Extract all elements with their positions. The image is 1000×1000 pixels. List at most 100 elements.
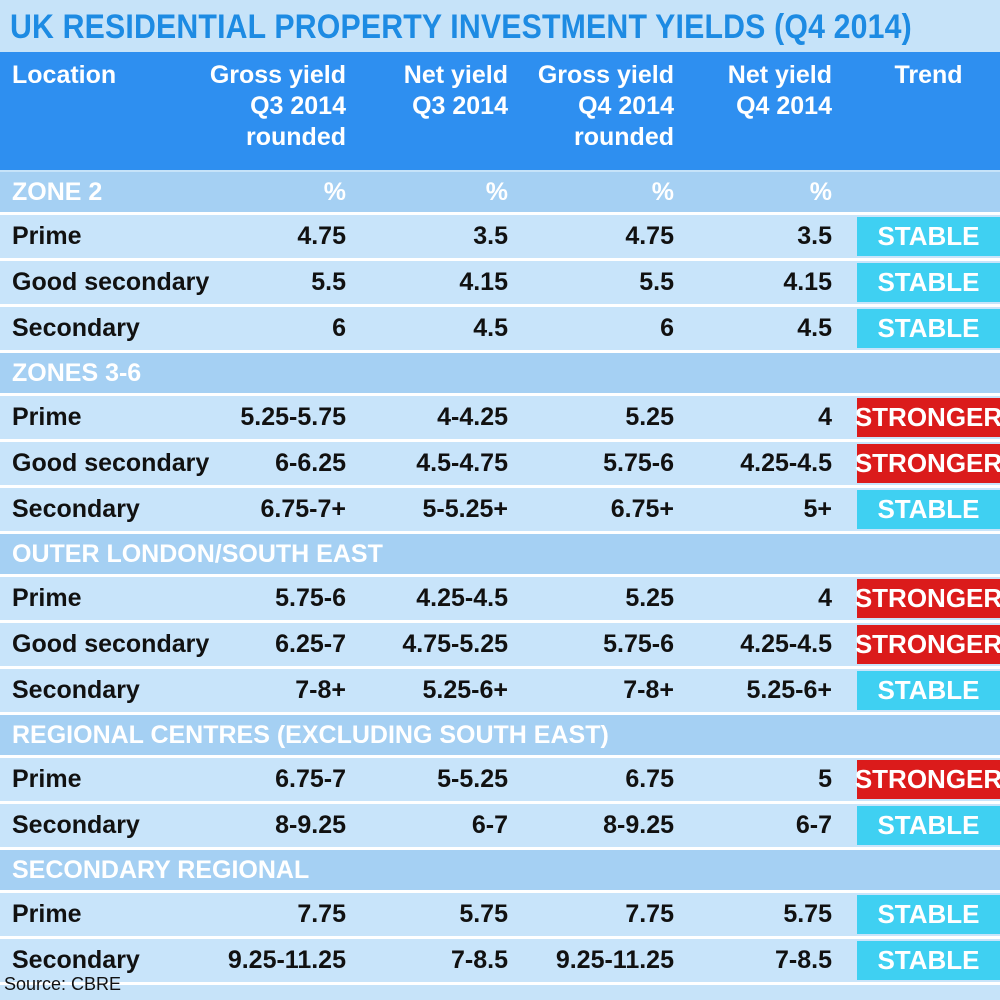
value-cell: 4 xyxy=(818,403,832,431)
value-cell: 5.75 xyxy=(783,900,832,928)
value-cell: 7.75 xyxy=(297,900,346,928)
value-cell: 4.75-5.25 xyxy=(402,630,508,658)
table-row: Secondary 9.25-11.25 7-8.5 9.25-11.25 7-8.5 S… xyxy=(0,939,1000,982)
value-cell: 6-6.25 xyxy=(275,449,346,477)
row-divider xyxy=(0,620,1000,623)
value-cell: 5.25 xyxy=(625,584,674,612)
chart-title: UK RESIDENTIAL PROPERTY INVESTMENT YIELD… xyxy=(10,8,912,46)
column-header-line: Gross yield xyxy=(537,61,674,89)
value-cell: 5-5.25 xyxy=(437,765,508,793)
value-cell: 3.5 xyxy=(797,222,832,250)
column-header-line: Q3 2014 xyxy=(250,92,346,120)
location-cell: Secondary xyxy=(12,811,140,839)
column-header-line: Gross yield xyxy=(209,61,346,89)
row-divider xyxy=(0,801,1000,804)
row-divider xyxy=(0,666,1000,669)
section-header: SECONDARY REGIONAL xyxy=(0,850,1000,890)
location-cell: Good secondary xyxy=(12,630,210,658)
value-cell: 6-7 xyxy=(795,811,832,839)
column-header-line: Q4 2014 xyxy=(578,92,674,120)
column-header-line: Net yield xyxy=(403,61,508,89)
location-cell: Secondary xyxy=(12,946,140,974)
value-cell: 6.75 xyxy=(625,765,674,793)
row-divider xyxy=(0,258,1000,261)
value-cell: 5.5 xyxy=(311,268,346,296)
value-cell: 6.75-7 xyxy=(275,765,346,793)
value-cell: 4.25-4.5 xyxy=(416,584,508,612)
trend-badge: STABLE xyxy=(857,895,1000,934)
value-cell: 4 xyxy=(818,584,832,612)
column-header-line: Trend xyxy=(894,61,963,89)
section-header: OUTER LONDON/SOUTH EAST xyxy=(0,534,1000,574)
value-cell: 4.15 xyxy=(459,268,508,296)
row-divider xyxy=(0,212,1000,215)
column-header-location: Location xyxy=(12,60,116,91)
trend-badge: STABLE xyxy=(857,671,1000,710)
column-header-gross-q4: Gross yield Q4 2014 rounded xyxy=(538,60,674,153)
column-header-line: rounded xyxy=(574,123,674,151)
unit-label: % xyxy=(651,177,674,206)
trend-badge: STABLE xyxy=(857,309,1000,348)
value-cell: 5.25-6+ xyxy=(422,676,509,704)
unit-label: % xyxy=(809,177,832,206)
value-cell: 7.75 xyxy=(625,900,674,928)
value-cell: 4.25-4.5 xyxy=(740,630,832,658)
unit-label: % xyxy=(485,177,508,206)
table-row: Prime 5.75-6 4.25-4.5 5.25 4 STRONGER xyxy=(0,577,1000,620)
table-row: Prime 4.75 3.5 4.75 3.5 STABLE xyxy=(0,215,1000,258)
trend-badge: STRONGER xyxy=(855,579,1000,618)
value-cell: 6.25-7 xyxy=(275,630,346,658)
table-row: Prime 5.25-5.75 4-4.25 5.25 4 STRONGER xyxy=(0,396,1000,439)
trend-badge: STABLE xyxy=(857,490,1000,529)
trend-badge: STRONGER xyxy=(855,625,1000,664)
trend-badge: STABLE xyxy=(857,263,1000,302)
value-cell: 5-5.25+ xyxy=(422,495,509,523)
trend-badge: STABLE xyxy=(857,806,1000,845)
section-divider xyxy=(0,982,1000,985)
table-row: Good secondary 6.25-7 4.75-5.25 5.75-6 4.25-… xyxy=(0,623,1000,666)
value-cell: 5.75-6 xyxy=(603,630,674,658)
section-label: ZONE 2 xyxy=(12,177,103,206)
column-header-trend: Trend xyxy=(857,60,1000,91)
section-label: ZONES 3-6 xyxy=(12,358,142,387)
value-cell: 8-9.25 xyxy=(603,811,674,839)
value-cell: 4.75 xyxy=(625,222,674,250)
location-cell: Prime xyxy=(12,765,82,793)
value-cell: 4.5-4.75 xyxy=(416,449,508,477)
trend-badge: STABLE xyxy=(857,217,1000,256)
table-row: Prime 6.75-7 5-5.25 6.75 5 STRONGER xyxy=(0,758,1000,801)
value-cell: 5.75-6 xyxy=(603,449,674,477)
section-label: REGIONAL CENTRES (EXCLUDING SOUTH EAST) xyxy=(12,720,609,749)
value-cell: 5.25-6+ xyxy=(746,676,833,704)
value-cell: 4.75 xyxy=(297,222,346,250)
location-cell: Secondary xyxy=(12,314,140,342)
value-cell: 6 xyxy=(332,314,346,342)
section-divider xyxy=(0,712,1000,715)
table-row: Good secondary 6-6.25 4.5-4.75 5.75-6 4.25-4… xyxy=(0,442,1000,485)
value-cell: 5+ xyxy=(803,495,832,523)
column-header-net-q3: Net yield Q3 2014 xyxy=(404,60,508,122)
value-cell: 4.5 xyxy=(797,314,832,342)
value-cell: 7-8+ xyxy=(623,676,674,704)
row-divider xyxy=(0,755,1000,758)
location-cell: Secondary xyxy=(12,676,140,704)
column-header-line: Q3 2014 xyxy=(412,92,508,120)
table-header: Location Gross yield Q3 2014 rounded Net… xyxy=(0,52,1000,170)
section-divider xyxy=(0,531,1000,534)
value-cell: 4.15 xyxy=(783,268,832,296)
trend-badge: STRONGER xyxy=(855,760,1000,799)
trend-badge: STABLE xyxy=(857,941,1000,980)
column-header-line: Q4 2014 xyxy=(736,92,832,120)
source-note: Source: CBRE xyxy=(4,974,122,994)
value-cell: 6 xyxy=(660,314,674,342)
row-divider xyxy=(0,304,1000,307)
section-divider xyxy=(0,847,1000,850)
table-row: Secondary 6.75-7+ 5-5.25+ 6.75+ 5+ STABLE xyxy=(0,488,1000,531)
value-cell: 5.25-5.75 xyxy=(240,403,346,431)
location-cell: Prime xyxy=(12,403,82,431)
value-cell: 3.5 xyxy=(473,222,508,250)
table-row: Secondary 7-8+ 5.25-6+ 7-8+ 5.25-6+ STABLE xyxy=(0,669,1000,712)
location-cell: Prime xyxy=(12,584,82,612)
row-divider xyxy=(0,890,1000,893)
section-label: SECONDARY REGIONAL xyxy=(12,855,310,884)
